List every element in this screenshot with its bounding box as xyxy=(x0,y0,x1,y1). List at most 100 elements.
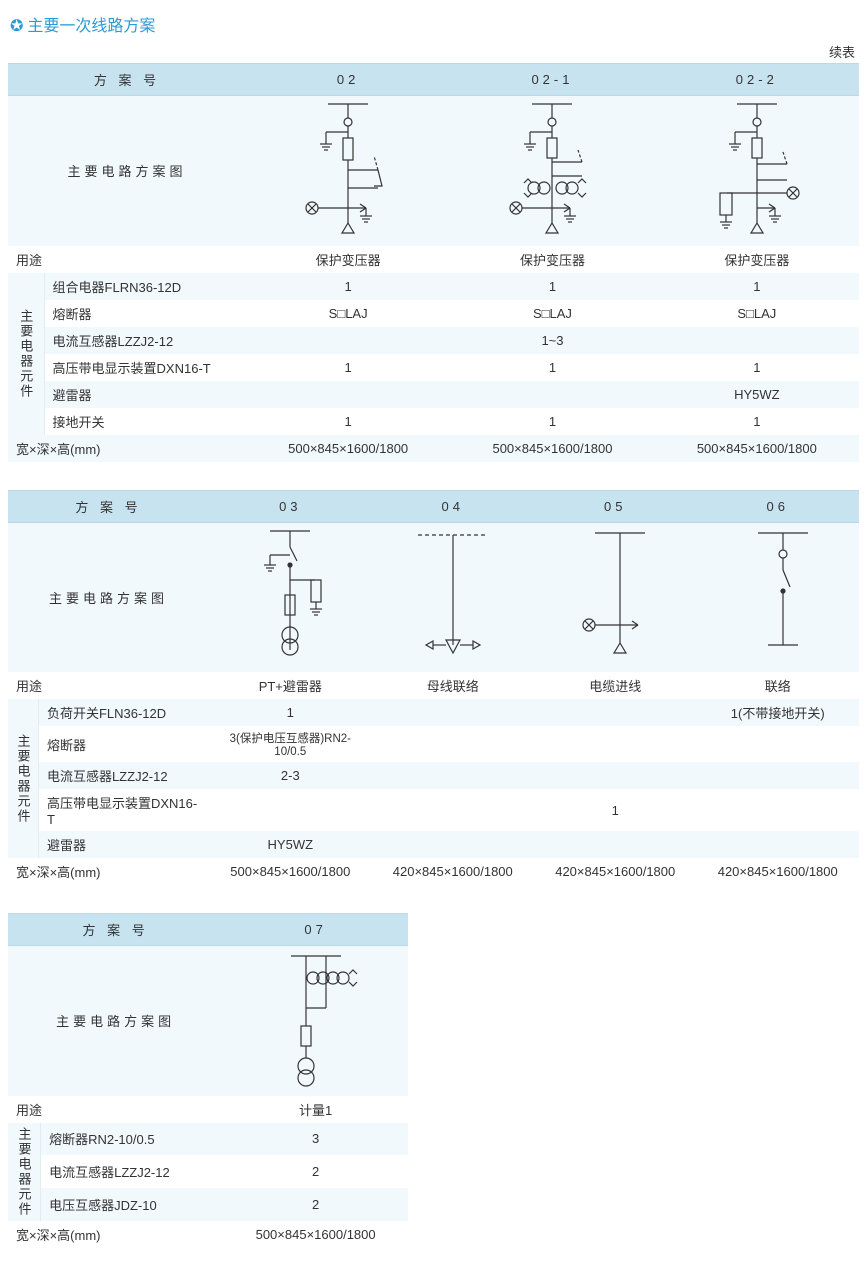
table-row: 熔断器 S□LAJ S□LAJ S□LAJ xyxy=(8,300,859,327)
cell: 500×845×1600/1800 xyxy=(209,858,371,885)
row-label-diagram: 主要电路方案图 xyxy=(8,96,246,246)
table-row: 电流互感器LZZJ2-12 1~3 xyxy=(8,327,859,354)
col-header: 03 xyxy=(209,490,371,522)
cell: 2 xyxy=(223,1155,408,1188)
cell: S□LAJ xyxy=(655,300,859,327)
cell: 420×845×1600/1800 xyxy=(534,858,696,885)
bullet-icon: ✪ xyxy=(10,18,23,35)
diagram-row: 主要电路方案图 xyxy=(8,522,859,672)
col-header: 05 xyxy=(534,490,696,522)
component-group-label: 主要电器元件 xyxy=(8,1123,41,1221)
cell xyxy=(696,789,859,831)
circuit-diagram-07 xyxy=(223,946,408,1096)
param-label: 接地开关 xyxy=(44,408,246,435)
cell xyxy=(696,762,859,789)
title-text: 主要一次线路方案 xyxy=(27,18,155,35)
param-label: 电压互感器JDZ-10 xyxy=(41,1188,224,1221)
cell xyxy=(372,699,534,726)
table-header-row: 方 案 号 03 04 05 06 xyxy=(8,490,859,522)
cell xyxy=(655,327,859,354)
cell: S□LAJ xyxy=(450,300,654,327)
cell: 计量1 xyxy=(223,1096,408,1123)
col-header: 02 xyxy=(246,64,450,96)
cell: HY5WZ xyxy=(209,831,371,858)
cell: 保护变压器 xyxy=(450,246,654,273)
param-label: 电流互感器LZZJ2-12 xyxy=(41,1155,224,1188)
circuit-diagram-03 xyxy=(209,522,371,672)
col-header: 02-1 xyxy=(450,64,654,96)
cell: 1 xyxy=(655,273,859,300)
param-label: 电流互感器LZZJ2-12 xyxy=(44,327,246,354)
cell: 1 xyxy=(534,789,696,831)
page-title: ✪主要一次线路方案 xyxy=(10,12,859,36)
cell: 500×845×1600/1800 xyxy=(223,1221,408,1248)
cell: 1 xyxy=(450,354,654,381)
cell: PT+避雷器 xyxy=(209,672,371,699)
param-label: 高压带电显示装置DXN16-T xyxy=(38,789,209,831)
cell: 母线联络 xyxy=(372,672,534,699)
scheme-table-2: 方 案 号 03 04 05 06 主要电路方案图 xyxy=(8,490,859,886)
header-scheme-no: 方 案 号 xyxy=(8,490,209,522)
col-header: 07 xyxy=(223,914,408,946)
row-label-diagram: 主要电路方案图 xyxy=(8,946,223,1096)
table-row: 宽×深×高(mm) 500×845×1600/1800 420×845×1600… xyxy=(8,858,859,885)
table-header-row: 方 案 号 07 xyxy=(8,914,408,946)
diagram-row: 主要电路方案图 xyxy=(8,96,859,246)
cell: 保护变压器 xyxy=(655,246,859,273)
circuit-diagram-04 xyxy=(372,522,534,672)
cell xyxy=(450,381,654,408)
cell: 500×845×1600/1800 xyxy=(246,435,450,462)
table-row: 电压互感器JDZ-10 2 xyxy=(8,1188,408,1221)
cell: 联络 xyxy=(696,672,859,699)
param-label: 组合电器FLRN36-12D xyxy=(44,273,246,300)
header-scheme-no: 方 案 号 xyxy=(8,914,223,946)
cell: 1 xyxy=(246,354,450,381)
scheme-table-3: 方 案 号 07 主要电路方案图 用途 计量1 主要电器元件 熔断器R xyxy=(8,913,408,1248)
cell: 1 xyxy=(209,699,371,726)
cell: 保护变压器 xyxy=(246,246,450,273)
table-header-row: 方 案 号 02 02-1 02-2 xyxy=(8,64,859,96)
cell xyxy=(209,789,371,831)
cell: 1 xyxy=(655,408,859,435)
cell: HY5WZ xyxy=(655,381,859,408)
table-row: 用途 保护变压器 保护变压器 保护变压器 xyxy=(8,246,859,273)
cell: 500×845×1600/1800 xyxy=(450,435,654,462)
table-row: 主要电器元件 组合电器FLRN36-12D 1 1 1 xyxy=(8,273,859,300)
row-label-dims: 宽×深×高(mm) xyxy=(8,1221,223,1248)
cell xyxy=(534,699,696,726)
param-label: 熔断器RN2-10/0.5 xyxy=(41,1123,224,1156)
table-row: 用途 计量1 xyxy=(8,1096,408,1123)
param-label: 熔断器 xyxy=(38,726,209,762)
param-label: 熔断器 xyxy=(44,300,246,327)
cell: 2-3 xyxy=(209,762,371,789)
table-row: 高压带电显示装置DXN16-T 1 1 1 xyxy=(8,354,859,381)
table-row: 避雷器 HY5WZ xyxy=(8,831,859,858)
param-label: 负荷开关FLN36-12D xyxy=(38,699,209,726)
row-label-diagram: 主要电路方案图 xyxy=(8,522,209,672)
scheme-table-1: 方 案 号 02 02-1 02-2 主要电路方案图 xyxy=(8,63,859,462)
param-label: 避雷器 xyxy=(44,381,246,408)
table-row: 熔断器 3(保护电压互感器)RN2-10/0.5 xyxy=(8,726,859,762)
cell: 420×845×1600/1800 xyxy=(372,858,534,885)
row-label-dims: 宽×深×高(mm) xyxy=(8,858,209,885)
cell: S□LAJ xyxy=(246,300,450,327)
cell xyxy=(534,762,696,789)
table-row: 用途 PT+避雷器 母线联络 电缆进线 联络 xyxy=(8,672,859,699)
cell: 1(不带接地开关) xyxy=(696,699,859,726)
cell: 1 xyxy=(450,408,654,435)
cell: 3 xyxy=(223,1123,408,1156)
row-label-usage: 用途 xyxy=(8,1096,223,1123)
row-label-usage: 用途 xyxy=(8,246,246,273)
cell: 1 xyxy=(450,273,654,300)
cell: 1~3 xyxy=(450,327,654,354)
table-row: 宽×深×高(mm) 500×845×1600/1800 xyxy=(8,1221,408,1248)
table-row: 主要电器元件 负荷开关FLN36-12D 1 1(不带接地开关) xyxy=(8,699,859,726)
param-label: 电流互感器LZZJ2-12 xyxy=(38,762,209,789)
cell: 420×845×1600/1800 xyxy=(696,858,859,885)
table-row: 电流互感器LZZJ2-12 2-3 xyxy=(8,762,859,789)
component-group-label: 主要电器元件 xyxy=(8,699,38,858)
table-row: 电流互感器LZZJ2-12 2 xyxy=(8,1155,408,1188)
col-header: 04 xyxy=(372,490,534,522)
circuit-diagram-02-1 xyxy=(450,96,654,246)
cell: 1 xyxy=(246,408,450,435)
